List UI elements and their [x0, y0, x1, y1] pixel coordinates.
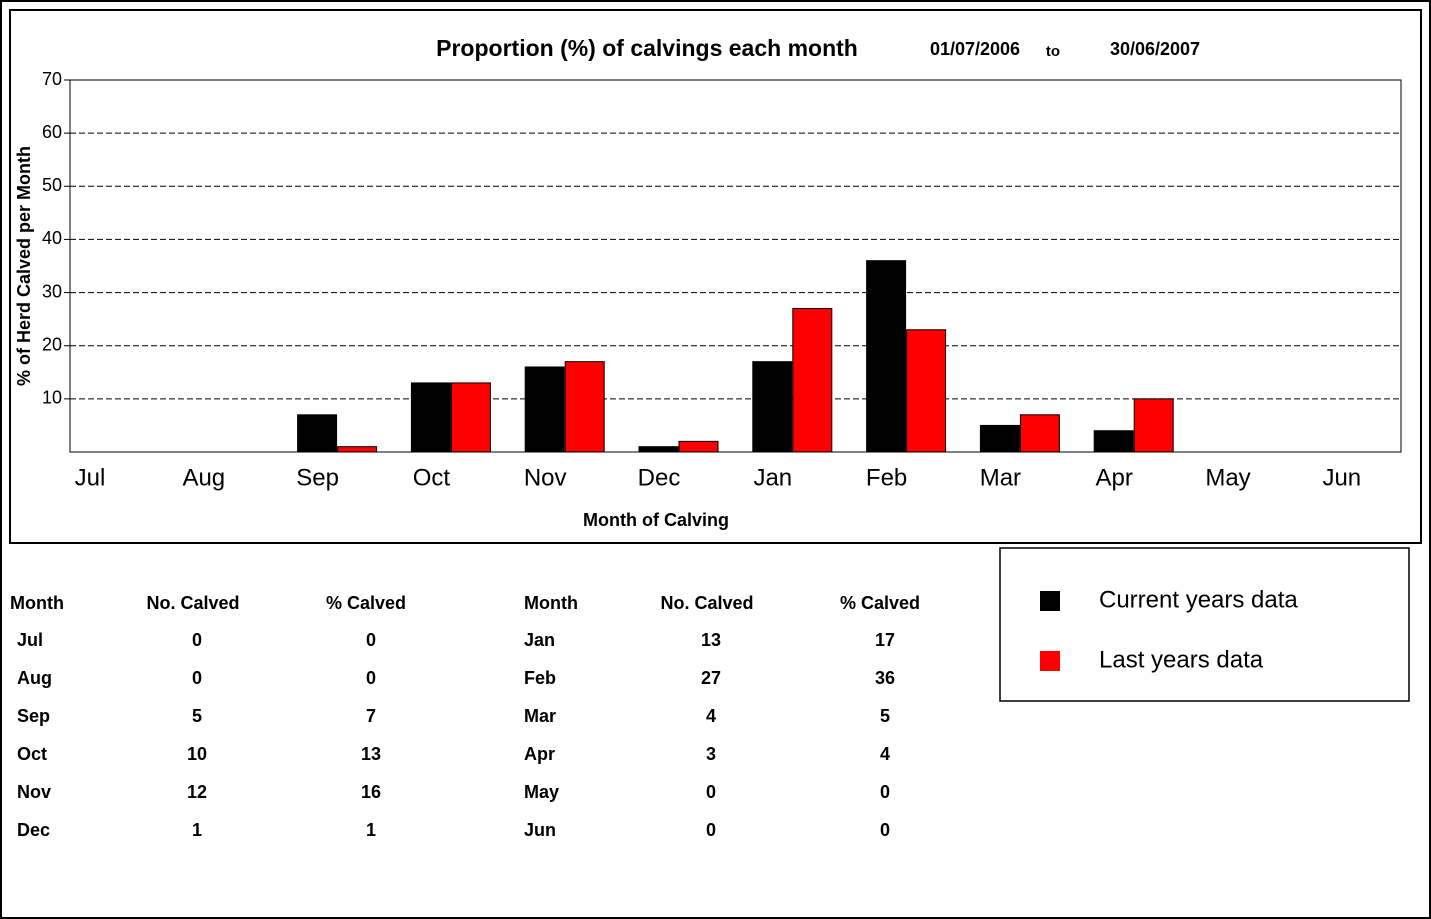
bar	[1133, 398, 1174, 453]
table-header: Month	[10, 593, 64, 613]
legend-swatch	[1040, 651, 1060, 671]
table-cell: 0	[706, 820, 716, 840]
bar	[1019, 414, 1060, 453]
bar	[410, 382, 451, 453]
table-cell: 27	[701, 668, 721, 688]
y-tick-label: 60	[42, 122, 62, 142]
x-tick-label: May	[1205, 464, 1250, 491]
x-tick-label: Oct	[413, 464, 451, 491]
table-cell: Apr	[524, 744, 555, 764]
table-cell: 12	[187, 782, 207, 802]
bar	[678, 440, 719, 453]
y-tick-label: 30	[42, 281, 62, 301]
x-tick-label: Feb	[866, 464, 907, 491]
date-from: 01/07/2006	[930, 39, 1020, 59]
chart-title: Proportion (%) of calvings each month	[436, 35, 858, 61]
bar	[866, 260, 907, 453]
table-cell: 0	[192, 668, 202, 688]
table-cell: 1	[366, 820, 376, 840]
table-cell: 0	[880, 782, 890, 802]
bar	[297, 414, 338, 453]
y-tick-label: 20	[42, 334, 62, 354]
table-cell: May	[524, 782, 559, 802]
y-tick-label: 70	[42, 69, 62, 89]
bar	[524, 366, 565, 453]
bar	[1093, 430, 1134, 453]
table-cell: 4	[706, 706, 716, 726]
bar	[752, 361, 793, 453]
x-tick-label: Mar	[980, 464, 1021, 491]
x-tick-label: Apr	[1096, 464, 1133, 491]
table-cell: 7	[366, 706, 376, 726]
date-sep: to	[1046, 43, 1060, 60]
x-tick-label: Nov	[524, 464, 567, 491]
bar	[337, 446, 378, 453]
table-cell: 10	[187, 744, 207, 764]
bar	[450, 382, 491, 453]
table-cell: 0	[192, 630, 202, 650]
table-header: Month	[524, 593, 578, 613]
table-cell: 0	[366, 630, 376, 650]
x-tick-label: Jan	[753, 464, 792, 491]
y-axis-label: % of Herd Calved per Month	[14, 146, 34, 386]
table-cell: 0	[880, 820, 890, 840]
table-cell: 5	[880, 706, 890, 726]
table-cell: 17	[875, 630, 895, 650]
table-cell: Jun	[524, 820, 556, 840]
x-tick-label: Jul	[75, 464, 106, 491]
table-cell: 1	[192, 820, 202, 840]
y-tick-label: 50	[42, 175, 62, 195]
table-header: % Calved	[326, 593, 406, 613]
chart-frame	[9, 9, 1422, 544]
table-cell: 3	[706, 744, 716, 764]
bar	[638, 446, 679, 453]
table-cell: Jul	[17, 630, 43, 650]
y-tick-label: 10	[42, 388, 62, 408]
table-header: No. Calved	[660, 593, 753, 613]
legend-frame	[999, 547, 1410, 702]
x-tick-label: Dec	[638, 464, 681, 491]
table-cell: Nov	[17, 782, 51, 802]
legend-label: Current years data	[1099, 586, 1298, 613]
x-tick-label: Sep	[296, 464, 339, 491]
table-cell: 13	[361, 744, 381, 764]
bar	[979, 424, 1020, 453]
table-cell: 4	[880, 744, 890, 764]
table-cell: 5	[192, 706, 202, 726]
legend-label: Last years data	[1099, 646, 1264, 673]
y-tick-label: 40	[42, 228, 62, 248]
table-cell: 0	[706, 782, 716, 802]
bar	[906, 329, 947, 453]
table-cell: Feb	[524, 668, 556, 688]
x-tick-label: Aug	[182, 464, 225, 491]
table-cell: 36	[875, 668, 895, 688]
table-cell: 13	[701, 630, 721, 650]
table-cell: Aug	[17, 668, 52, 688]
plot-area	[69, 79, 1402, 453]
table-cell: 0	[366, 668, 376, 688]
x-axis-label: Month of Calving	[583, 510, 729, 530]
table-cell: Mar	[524, 706, 556, 726]
x-tick-label: Jun	[1322, 464, 1361, 491]
table-cell: Dec	[17, 820, 50, 840]
bar	[564, 361, 605, 453]
table-header: No. Calved	[146, 593, 239, 613]
legend-swatch	[1040, 591, 1060, 611]
table-cell: Sep	[17, 706, 50, 726]
table-header: % Calved	[840, 593, 920, 613]
bar	[792, 308, 833, 453]
table-cell: Jan	[524, 630, 555, 650]
date-to: 30/06/2007	[1110, 39, 1200, 59]
table-cell: 16	[361, 782, 381, 802]
table-cell: Oct	[17, 744, 47, 764]
